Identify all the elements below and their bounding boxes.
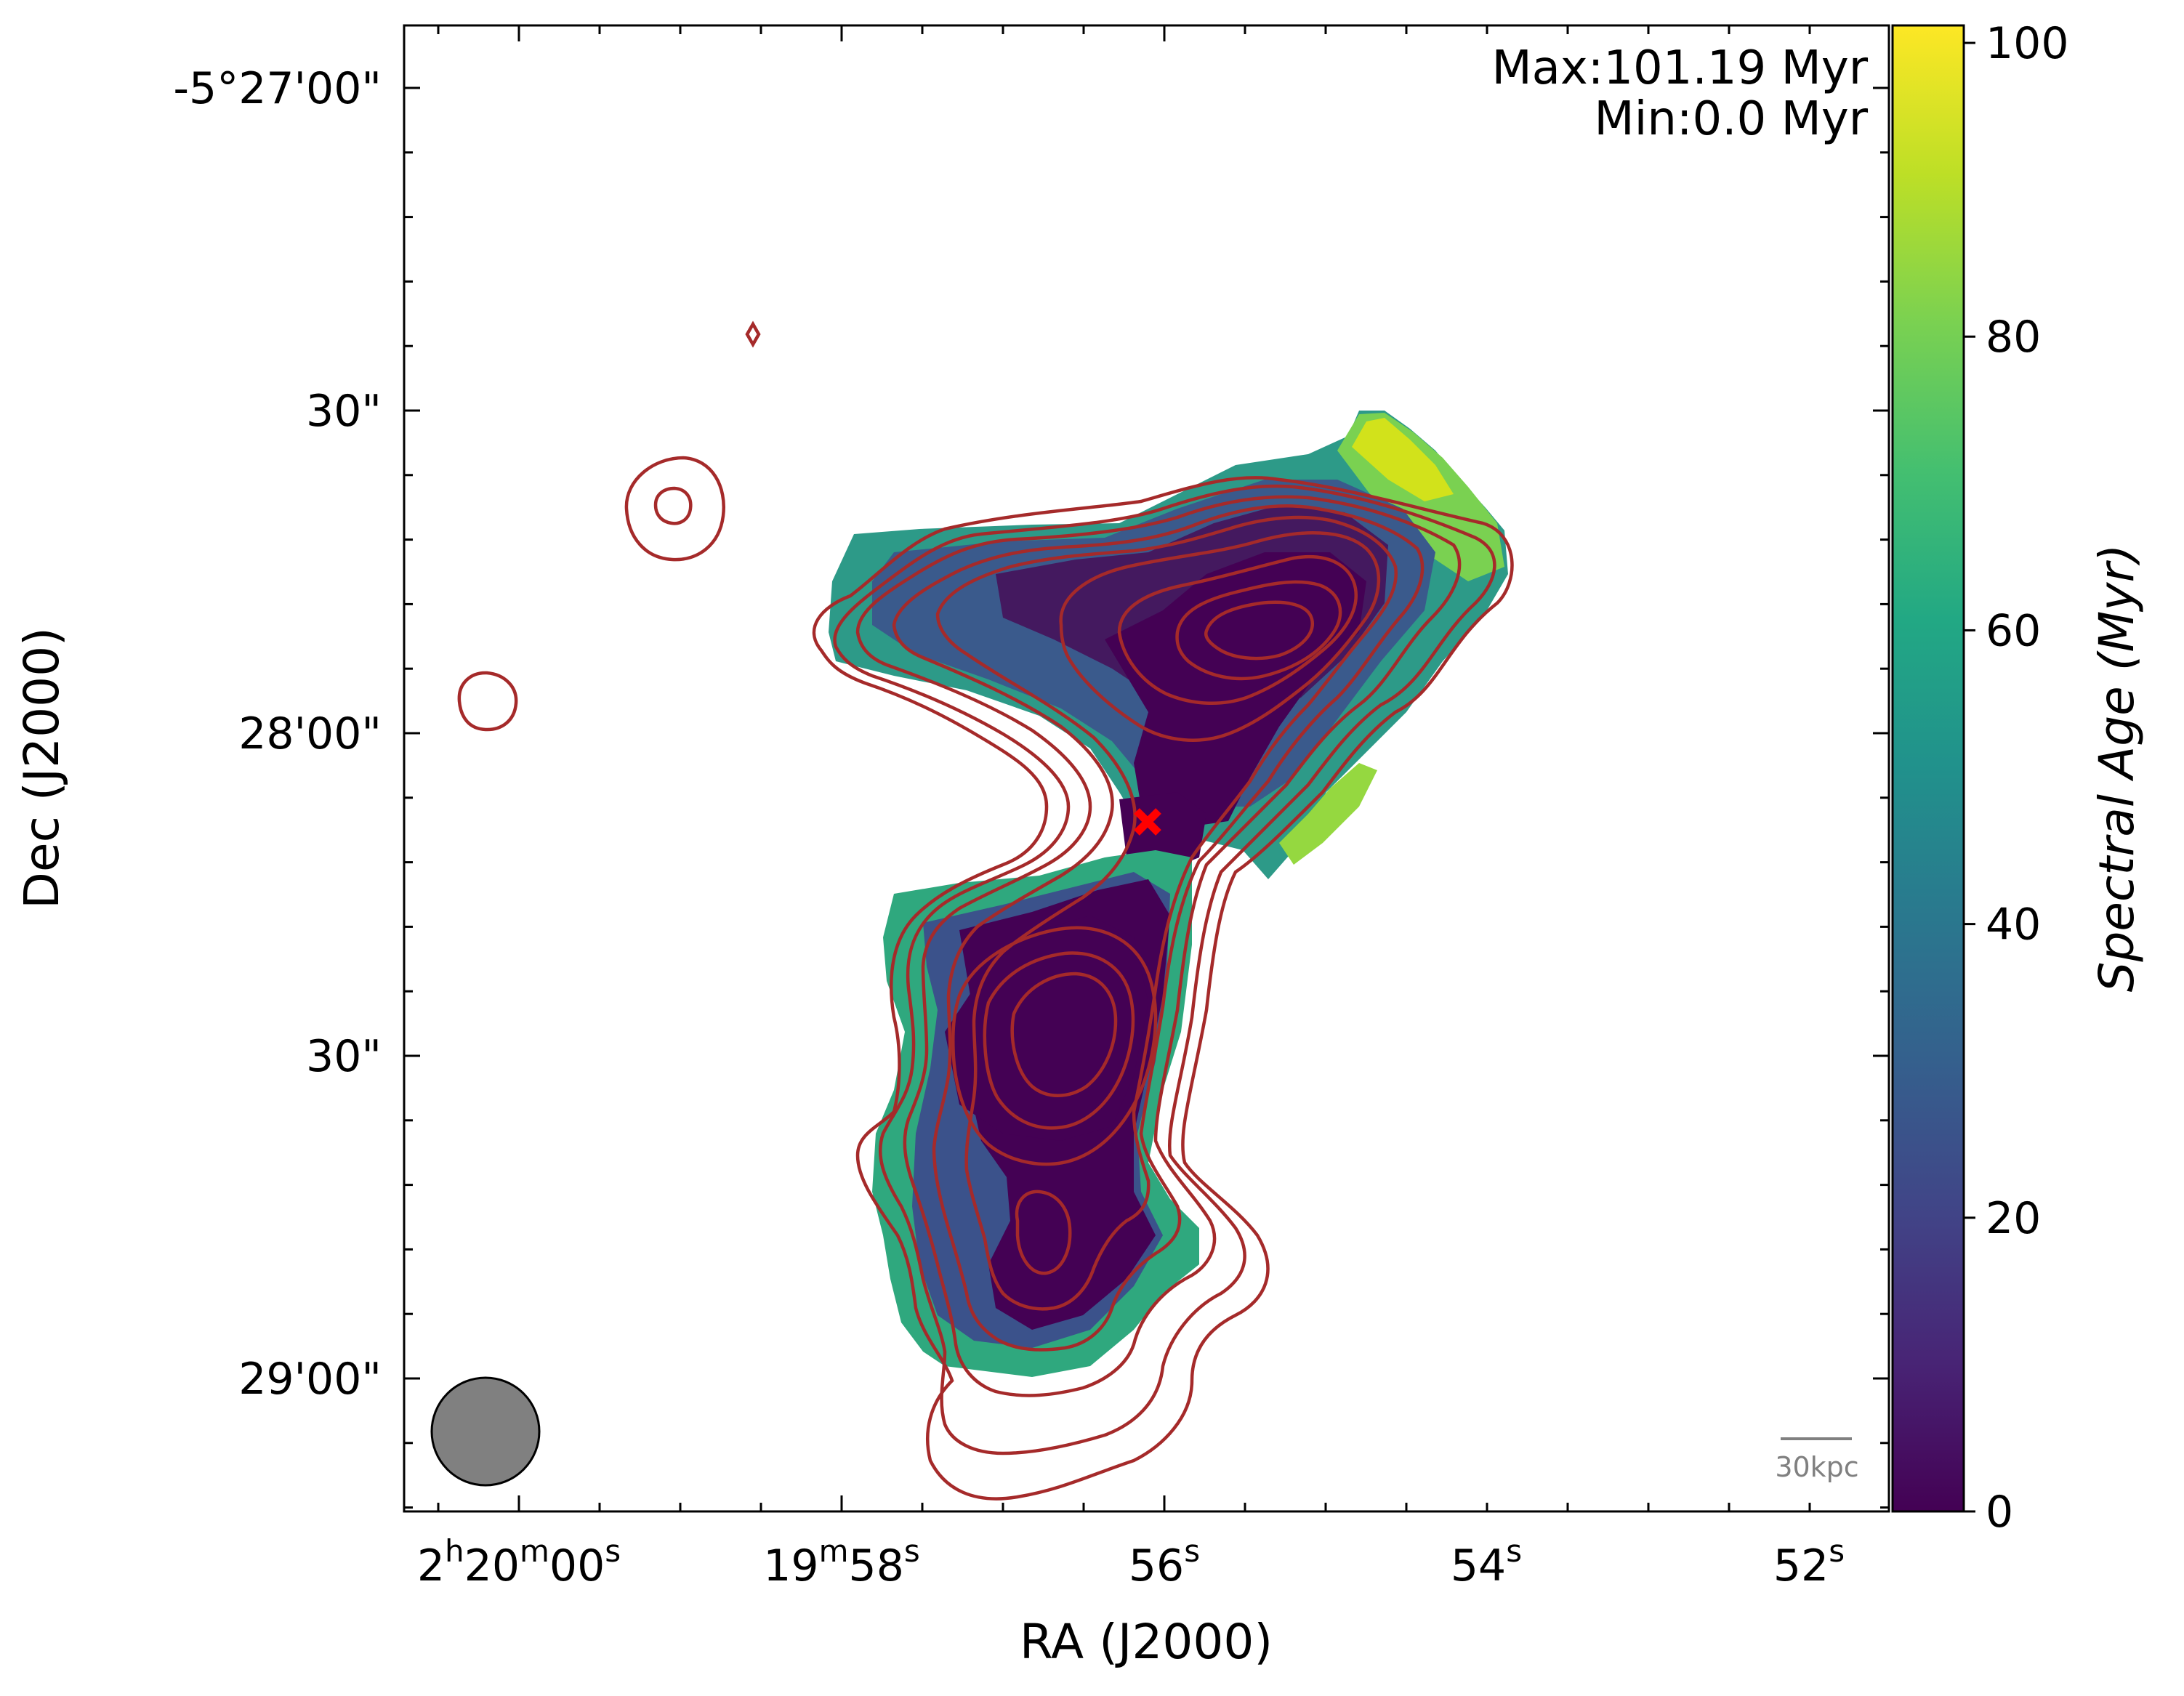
- age-region-north-tail-oldest: [1352, 418, 1454, 501]
- radio-contours: [457, 320, 1514, 1501]
- contour-south-knot-1: [1015, 1190, 1072, 1275]
- colorbar-tick-label: 100: [1986, 18, 2069, 69]
- x-tick-value: 00: [549, 1540, 605, 1591]
- colorbar-tick-label: 0: [1986, 1487, 2013, 1538]
- x-tick-value: 2: [417, 1540, 445, 1591]
- red-x-marker: [1134, 808, 1161, 836]
- x-tick-label: 19m58s: [763, 1533, 920, 1591]
- contour-knot-a-outer: [624, 456, 725, 562]
- y-tick-labels: -5°27'00" 30" 28'00" 30" 29'00": [173, 63, 382, 1405]
- x-tick-unit: s: [904, 1533, 920, 1569]
- x-tick-unit: s: [1506, 1533, 1522, 1569]
- contour-north-peak-2: [1117, 555, 1358, 706]
- colorbar-tick-label: 80: [1986, 312, 2041, 363]
- x-tick-value: 54: [1451, 1540, 1506, 1591]
- colorbar-tick-label: 60: [1986, 605, 2041, 656]
- contour-north-peak-3: [1175, 580, 1342, 681]
- plot-frame: [403, 24, 1890, 1513]
- contour-south-peak-3: [1010, 972, 1118, 1097]
- colorbar-title: Spectral Age (Myr): [2089, 544, 2145, 993]
- x-tick-value: 56: [1129, 1540, 1184, 1591]
- x-tick-label: 56s: [1129, 1533, 1200, 1591]
- x-tick-labels: 2h20m00s 19m58s 56s 54s 52s: [417, 1533, 1845, 1591]
- x-tick-unit: s: [1829, 1533, 1845, 1569]
- max-annotation: Max:101.19 Myr: [1491, 41, 1868, 95]
- contour-level-4: [892, 504, 1425, 1352]
- x-tick-unit: h: [445, 1533, 464, 1569]
- colorbar-tick-label: 40: [1986, 900, 2041, 950]
- x-tick-label: 54s: [1451, 1533, 1522, 1591]
- y-tick-label: 29'00": [238, 1354, 382, 1405]
- x-tick-unit: s: [1184, 1533, 1200, 1569]
- contour-knot-c: [745, 320, 761, 348]
- colorbar: [1893, 25, 1964, 1511]
- scale-bar-label: 30kpc: [1775, 1451, 1858, 1483]
- x-tick-value: 19: [763, 1540, 818, 1591]
- contour-north-peak-4: [1204, 600, 1314, 661]
- y-tick-label: 30": [306, 1031, 382, 1082]
- age-region-east-edge: [1279, 763, 1377, 865]
- x-tick-value: 52: [1773, 1540, 1829, 1591]
- spectral-age-map: [829, 411, 1508, 1377]
- x-tick-unit: s: [605, 1533, 621, 1569]
- x-axis-title: RA (J2000): [1020, 1614, 1273, 1670]
- x-tick-value: 20: [464, 1540, 520, 1591]
- min-annotation: Min:0.0 Myr: [1594, 92, 1868, 146]
- colorbar-frame: [1891, 24, 1965, 1513]
- colorbar-tick-label: 20: [1986, 1193, 2041, 1244]
- age-region-north-core: [1105, 552, 1366, 828]
- contour-level-5: [935, 515, 1398, 1311]
- contour-level-1: [812, 476, 1514, 1501]
- y-tick-label: -5°27'00": [173, 63, 382, 114]
- contour-knot-b: [457, 671, 518, 732]
- contour-knot-a-inner: [653, 486, 693, 525]
- contour-level-3: [855, 495, 1462, 1397]
- x-tick-value: 58: [849, 1540, 904, 1591]
- axis-ticks: [404, 25, 1889, 1511]
- x-tick-unit: m: [819, 1533, 849, 1569]
- x-tick-unit: m: [520, 1533, 549, 1569]
- y-tick-label: 30": [306, 386, 382, 437]
- contour-level-2: [833, 484, 1496, 1455]
- x-tick-label: 52s: [1773, 1533, 1845, 1591]
- colorbar-ticks: 0 20 40 60 80 100: [1964, 18, 2069, 1538]
- y-axis-title: Dec (J2000): [14, 627, 70, 909]
- contour-south-peak-1: [951, 926, 1158, 1166]
- beam-ellipse: [430, 1376, 541, 1487]
- x-tick-label: 2h20m00s: [417, 1533, 621, 1591]
- contour-south-peak-2: [983, 951, 1135, 1130]
- contour-north-peak-1: [1059, 531, 1381, 742]
- age-region-south-core: [945, 916, 1148, 1141]
- y-tick-label: 28'00": [238, 708, 382, 759]
